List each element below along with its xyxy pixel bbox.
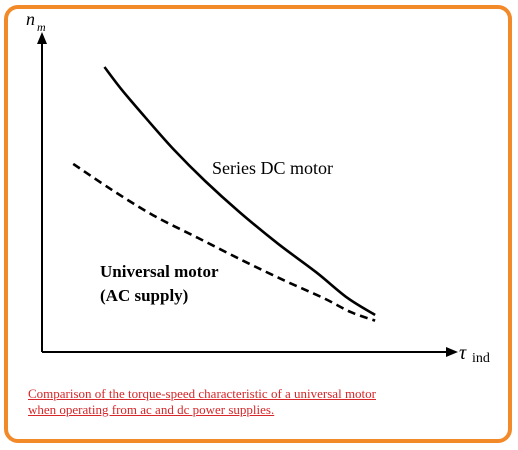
universal-motor-curve — [72, 162, 376, 322]
ac-supply-label: (AC supply) — [100, 286, 188, 305]
series-layer — [72, 66, 376, 322]
y-axis-arrowhead — [37, 32, 47, 44]
series-annotations: Series DC motor Universal motor (AC supp… — [100, 158, 333, 305]
series-dc-motor-curve — [103, 66, 376, 317]
axes — [37, 32, 458, 357]
universal-motor-label: Universal motor — [100, 262, 219, 281]
series-dc-motor-label: Series DC motor — [212, 158, 333, 178]
caption-line-2: when operating from ac and dc power supp… — [28, 402, 275, 417]
figure-caption: Comparison of the torque-speed character… — [28, 386, 458, 418]
y-axis-label-main: n — [26, 9, 35, 29]
x-axis-label-sub: ind — [472, 351, 490, 366]
y-axis-label: n m — [26, 9, 46, 34]
caption-line-1: Comparison of the torque-speed character… — [28, 386, 376, 401]
x-axis-label: τ ind — [459, 342, 490, 366]
y-axis-label-sub: m — [37, 20, 46, 34]
x-axis-arrowhead — [446, 347, 458, 357]
x-axis-label-main: τ — [459, 342, 467, 364]
figure-frame — [4, 5, 512, 443]
